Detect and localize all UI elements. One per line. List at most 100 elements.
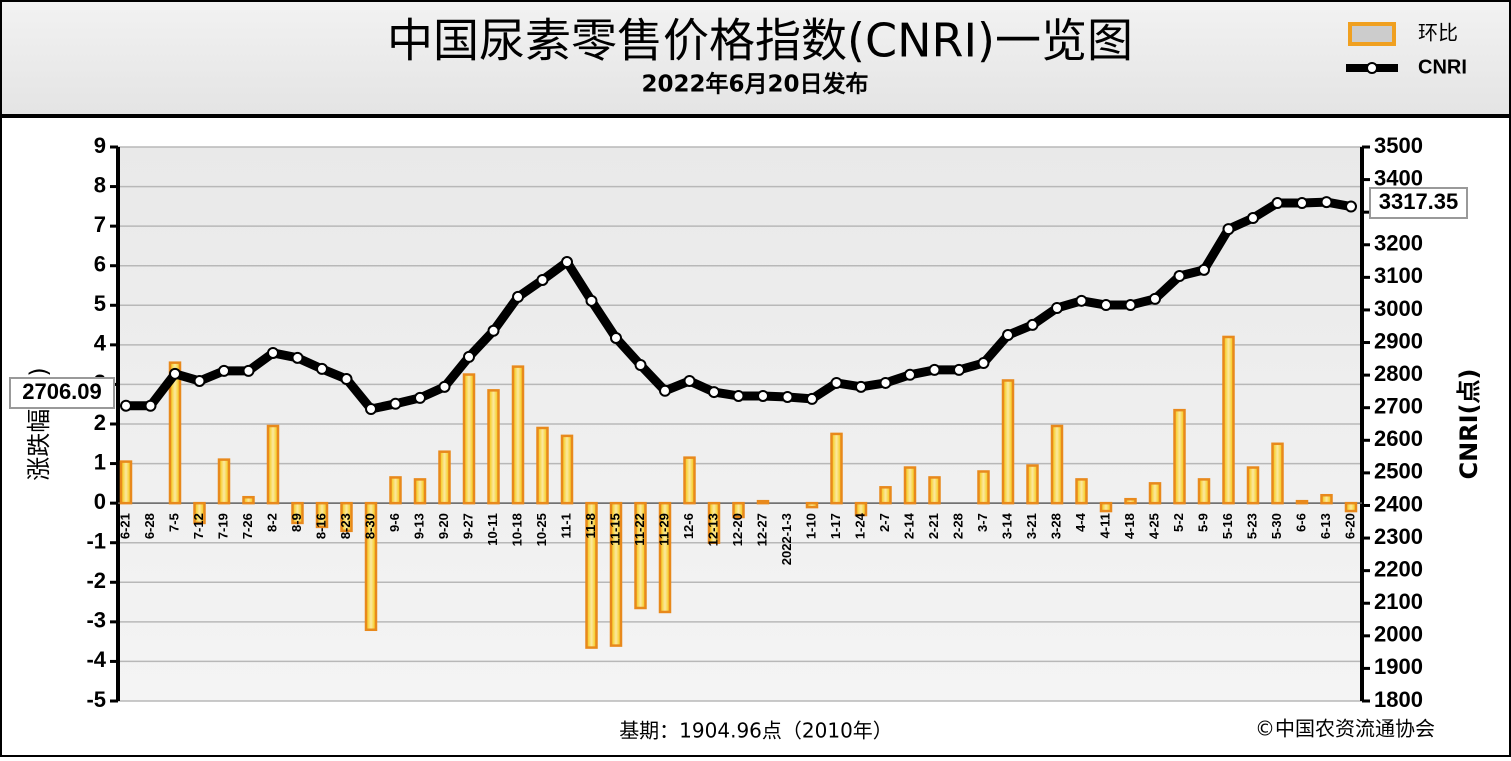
bar <box>291 501 304 525</box>
marker <box>781 390 794 403</box>
bar <box>487 389 500 505</box>
x-tick-label: 12-13 <box>705 513 720 546</box>
x-tick-label: 6-21 <box>117 513 132 539</box>
y2-tick-label: 3400 <box>1374 165 1423 190</box>
x-tick-label: 9-27 <box>460 513 475 539</box>
marker <box>463 350 475 363</box>
y2-axis-label: CNRI(点) <box>1455 368 1483 479</box>
y-tick-label: 9 <box>94 133 106 158</box>
x-tick-label: 9-20 <box>436 513 451 539</box>
bar <box>1344 501 1358 513</box>
marker <box>683 374 696 387</box>
bar <box>364 501 378 632</box>
chart-subtitle: 2022年6月20日发布 <box>641 71 868 98</box>
x-tick-label: 2-28 <box>950 513 965 539</box>
bar <box>389 476 402 505</box>
y2-tick-label: 2800 <box>1374 361 1423 386</box>
value-box <box>9 377 115 409</box>
y-tick-label: 6 <box>94 252 106 277</box>
marker <box>291 351 304 364</box>
y-tick-label: 2 <box>94 410 106 435</box>
x-tick-label: 10-18 <box>509 513 524 546</box>
x-tick-label: 5-2 <box>1171 513 1186 532</box>
x-tick-label: 5-23 <box>1244 513 1259 539</box>
x-tick-label: 11-1 <box>558 513 573 538</box>
bar <box>1295 499 1309 505</box>
marker <box>561 256 573 269</box>
x-tick-label: 6-20 <box>1342 513 1357 539</box>
y2-tick-label: 2100 <box>1374 589 1423 614</box>
chart-title: 中国尿素零售价格指数(CNRI)一览图 <box>387 14 1133 68</box>
x-tick-label: 10-25 <box>534 513 549 546</box>
marker <box>879 376 892 389</box>
bar <box>1026 464 1039 505</box>
bar <box>242 495 255 505</box>
y-tick-label: 0 <box>94 489 106 514</box>
x-tick-label: 11-8 <box>583 513 598 538</box>
bar <box>1001 379 1015 505</box>
bar <box>928 476 941 505</box>
x-tick-label: 12-20 <box>730 513 745 546</box>
bar <box>609 501 623 647</box>
marker <box>928 363 941 376</box>
y-tick-label: -4 <box>86 647 106 672</box>
bar <box>315 501 329 529</box>
x-tick-label: 8-30 <box>362 513 377 539</box>
marker <box>414 391 426 404</box>
bar <box>977 470 990 505</box>
x-tick-label: 3-28 <box>1048 513 1063 539</box>
x-tick-label: 4-11 <box>1097 513 1112 538</box>
x-tick-label: 5-9 <box>1195 513 1210 532</box>
marker <box>977 357 990 370</box>
x-tick-label: 8-16 <box>313 513 328 539</box>
marker <box>1026 318 1039 331</box>
marker <box>316 362 328 375</box>
x-tick-label: 3-7 <box>975 513 990 532</box>
x-tick-label: 5-30 <box>1269 513 1284 539</box>
x-tick-label: 10-11 <box>485 513 500 546</box>
y-tick-label: -1 <box>86 529 106 554</box>
marker <box>536 273 549 286</box>
bar <box>683 456 696 505</box>
marker <box>953 363 965 376</box>
x-tick-label: 1-17 <box>828 513 843 539</box>
marker <box>487 324 500 337</box>
marker <box>1320 196 1333 209</box>
bar <box>1050 424 1064 505</box>
marker <box>242 364 255 377</box>
bar <box>756 499 770 505</box>
x-tick-label: 12-6 <box>681 513 696 539</box>
y2-tick-label: 1900 <box>1374 654 1423 679</box>
marker <box>389 397 402 410</box>
marker <box>1100 299 1112 312</box>
x-tick-label: 2-14 <box>901 512 916 539</box>
marker <box>267 346 279 359</box>
bar <box>438 450 451 505</box>
value-label: 2706.09 <box>22 379 102 404</box>
bar <box>634 501 647 610</box>
marker <box>904 368 916 381</box>
marker <box>757 389 769 402</box>
bar <box>805 501 819 509</box>
bar <box>413 478 427 505</box>
marker <box>169 367 181 380</box>
marker <box>1296 197 1308 210</box>
legend-marker <box>1366 62 1378 74</box>
marker <box>120 399 132 412</box>
bar <box>193 501 206 525</box>
legend-swatch <box>1348 22 1396 46</box>
bar <box>266 424 280 505</box>
x-tick-label: 12-27 <box>754 513 769 546</box>
bar <box>217 458 231 505</box>
x-tick-label: 4-18 <box>1122 513 1137 539</box>
y-tick-label: 8 <box>94 172 106 197</box>
y-tick-label: 5 <box>94 291 106 316</box>
bar <box>732 501 745 519</box>
y-tick-label: 7 <box>94 212 106 237</box>
marker <box>634 359 647 372</box>
marker <box>340 373 353 386</box>
marker <box>806 392 818 405</box>
y2-tick-label: 3500 <box>1374 133 1423 158</box>
marker <box>659 384 671 397</box>
